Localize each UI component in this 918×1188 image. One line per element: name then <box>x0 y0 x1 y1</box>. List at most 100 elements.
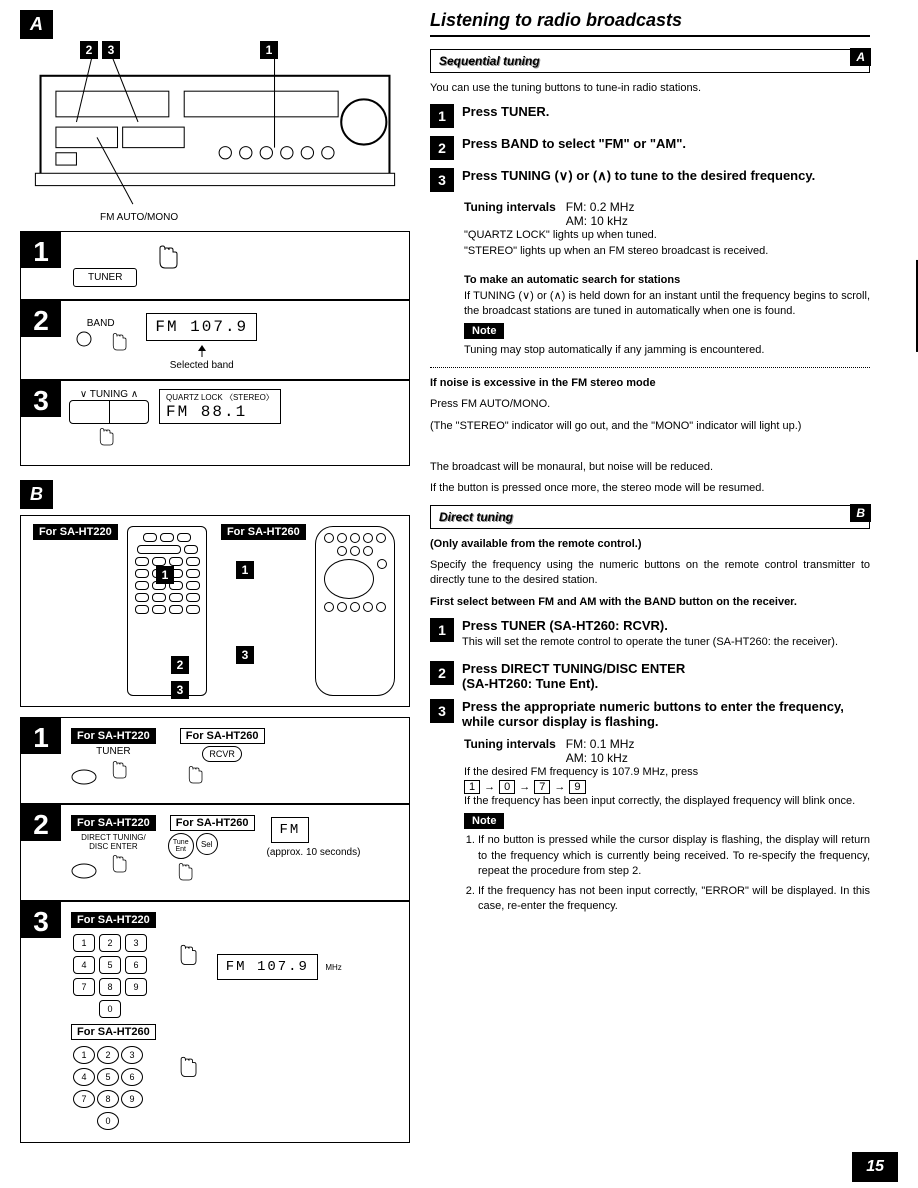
button-icon <box>69 767 99 787</box>
b2-caption: (approx. 10 seconds) <box>267 847 361 858</box>
dir-s2a: Press DIRECT TUNING/DISC ENTER <box>462 661 685 676</box>
am-interval: AM: 10 kHz <box>566 214 635 228</box>
seq-s1: Press TUNER. <box>462 104 549 119</box>
r1-callout-3: 3 <box>171 681 189 699</box>
section-a-tag: A <box>20 10 53 39</box>
b1-m2: For SA-HT260 <box>180 728 265 744</box>
mhz-label: MHz <box>325 963 341 972</box>
sel-button: Sel <box>196 833 218 855</box>
remote-260 <box>315 526 395 696</box>
remotes-diagram: For SA-HT220 1 2 3 <box>20 515 410 707</box>
fm-auto-mono-label: FM AUTO/MONO <box>100 212 410 223</box>
dir-s1: Press TUNER (SA-HT260: RCVR). <box>462 618 838 633</box>
band-button-icon <box>69 329 99 359</box>
hand-icon <box>178 762 208 792</box>
selected-band-label: Selected band <box>142 360 261 371</box>
noise-body3: The broadcast will be monaural, but nois… <box>430 460 870 475</box>
step-b1-num: 1 <box>33 722 49 754</box>
hand-icon <box>168 940 203 975</box>
r2-callout-1: 1 <box>236 561 254 579</box>
dir-instr-3: 3 <box>430 699 454 723</box>
callout-3: 3 <box>102 41 120 59</box>
dir-s3: Press the appropriate numeric buttons to… <box>462 699 870 729</box>
button-icon <box>69 861 99 881</box>
intervals-label: Tuning intervals <box>464 200 556 228</box>
hand-icon <box>102 329 132 359</box>
instr-2: 2 <box>430 136 454 160</box>
dir-fm-interval: FM: 0.1 MHz <box>566 737 635 751</box>
seq-s2: Press BAND to select "FM" or "AM". <box>462 136 686 151</box>
b3-m1: For SA-HT220 <box>71 912 156 928</box>
right-column: Listening to radio broadcasts Sequential… <box>430 10 870 1143</box>
b3-m2: For SA-HT260 <box>71 1024 156 1040</box>
manual-page: A 2 3 1 <box>0 0 918 1153</box>
hand-icon <box>145 240 185 280</box>
step-a2: 2 BAND FM 107.9 Selected band <box>20 300 410 380</box>
numpad-220: 1 2 3 4 5 6 7 8 9 0 <box>73 934 154 1018</box>
tuner-button-graphic: TUNER <box>73 268 137 287</box>
tuning-label: ∨ TUNING ∧ <box>69 389 149 400</box>
note-tag: Note <box>464 323 504 339</box>
page-number: 15 <box>852 1152 898 1182</box>
dir-note-tag: Note <box>464 813 504 829</box>
seq-intro: You can use the tuning buttons to tune-i… <box>430 81 870 96</box>
tune-ent-button: Tune Ent <box>168 833 194 859</box>
step-b3-num: 3 <box>33 906 49 938</box>
b2-m2: For SA-HT260 <box>170 815 255 831</box>
instr-3: 3 <box>430 168 454 192</box>
dir-am-interval: AM: 10 kHz <box>566 751 635 765</box>
corner-tag-b: B <box>850 504 871 522</box>
quartz-text: "QUARTZ LOCK" lights up when tuned. <box>464 228 870 243</box>
dotted-divider <box>430 367 870 368</box>
corner-tag-a: A <box>850 48 871 66</box>
note-list: If no button is pressed while the cursor… <box>478 833 870 914</box>
auto-title: To make an automatic search for stations <box>464 273 870 288</box>
dir-avail: (Only available from the remote control.… <box>430 537 870 552</box>
r2-callout-3: 3 <box>236 646 254 664</box>
dir-instr-2: 2 <box>430 661 454 685</box>
sequential-tuning-header: Sequential tuning A <box>430 49 870 73</box>
step-num-1: 1 <box>33 236 49 268</box>
key-sequence: 1→ 0→ 7→ 9 <box>464 780 870 794</box>
hand-icon <box>168 859 198 889</box>
step-a3: 3 ∨ TUNING ∧ QUARTZ LOCK 〈STEREO〉 FM 88.… <box>20 380 410 466</box>
b1-tuner-label: TUNER <box>69 746 158 757</box>
callout-1: 1 <box>260 41 278 59</box>
direct-tuning-label: DIRECT TUNING/ DISC ENTER <box>69 833 158 851</box>
seq-s3: Press TUNING (∨) or (∧) to tune to the d… <box>462 168 815 184</box>
step-b3: 3 For SA-HT220 1 2 3 4 5 6 7 8 <box>20 901 410 1143</box>
dir-example: If the desired FM frequency is 107.9 MHz… <box>464 765 870 780</box>
dir-band-note: First select between FM and AM with the … <box>430 595 870 610</box>
noise-body4: If the button is pressed once more, the … <box>430 481 870 496</box>
hand-icon <box>102 851 132 881</box>
dir-intro: Specify the frequency using the numeric … <box>430 558 870 589</box>
dir-instr-1: 1 <box>430 618 454 642</box>
lcd-small-text: QUARTZ LOCK 〈STEREO〉 <box>166 392 274 403</box>
dir-ok-body: If the frequency has been input correctl… <box>464 794 870 809</box>
auto-body: If TUNING (∨) or (∧) is held down for an… <box>464 289 870 320</box>
direct-tuning-header: Direct tuning B <box>430 505 870 529</box>
rcvr-button: RCVR <box>202 746 242 762</box>
noise-body2: (The "STEREO" indicator will go out, and… <box>430 419 870 434</box>
step-b2: 2 For SA-HT220 DIRECT TUNING/ DISC ENTER… <box>20 804 410 901</box>
dir-intervals-label: Tuning intervals <box>464 737 556 765</box>
model-220-tag: For SA-HT220 <box>33 524 118 540</box>
model-260-tag: For SA-HT260 <box>221 524 306 540</box>
hand-icon <box>102 757 132 787</box>
note-body: Tuning may stop automatically if any jam… <box>464 343 870 358</box>
step-b1: 1 For SA-HT220 TUNER For SA-HT260 RCVR <box>20 717 410 804</box>
remote-220 <box>127 526 207 696</box>
lcd-display-3: FM 88.1 <box>166 403 274 421</box>
b3-lcd: FM 107.9 <box>217 954 318 980</box>
r1-callout-2: 2 <box>171 656 189 674</box>
hand-icon <box>168 1052 203 1087</box>
left-column: A 2 3 1 <box>20 10 410 1143</box>
lcd-display: FM 107.9 <box>146 313 257 341</box>
step-num-2: 2 <box>33 305 49 337</box>
section-b-tag: B <box>20 480 53 509</box>
callout-2: 2 <box>80 41 98 59</box>
receiver-svg <box>20 45 410 209</box>
step-b2-num: 2 <box>33 809 49 841</box>
dir-s2b: (SA-HT260: Tune Ent). <box>462 676 685 691</box>
b1-m1: For SA-HT220 <box>71 728 156 744</box>
